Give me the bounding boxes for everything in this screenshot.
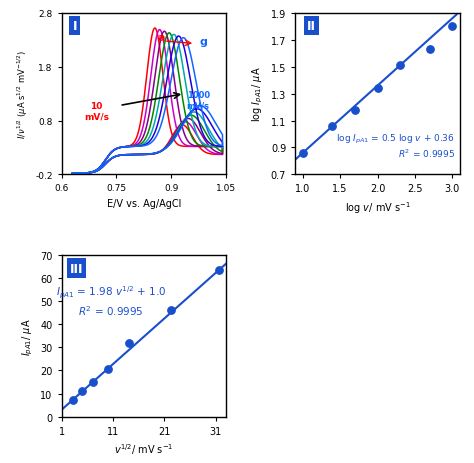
Point xyxy=(104,365,112,373)
Text: log $I_{pA1}$ = 0.5 log $v$ + 0.36
$R^2$ = 0.9995: log $I_{pA1}$ = 0.5 log $v$ + 0.36 $R^2$… xyxy=(336,132,455,160)
Text: I: I xyxy=(73,20,77,33)
Y-axis label: $I/\nu^{1/2}$ ($\mu$A s$^{1/2}$ mV$^{-1/2}$): $I/\nu^{1/2}$ ($\mu$A s$^{1/2}$ mV$^{-1/… xyxy=(15,50,29,139)
Point xyxy=(78,388,86,395)
X-axis label: log $v$/ mV s$^{-1}$: log $v$/ mV s$^{-1}$ xyxy=(345,200,410,215)
Y-axis label: log $I_{pA1}$/ $\mu$A: log $I_{pA1}$/ $\mu$A xyxy=(251,67,265,122)
X-axis label: $v^{1/2}$/ mV s$^{-1}$: $v^{1/2}$/ mV s$^{-1}$ xyxy=(114,441,173,456)
Text: III: III xyxy=(70,262,83,275)
Point xyxy=(396,63,404,70)
Y-axis label: $I_{pA1}$/ $\mu$A: $I_{pA1}$/ $\mu$A xyxy=(20,317,35,355)
Text: $\mathit{I}_{pA1}$ = 1.98 $v^{1/2}$ + 1.0
$R^2$ = 0.9995: $\mathit{I}_{pA1}$ = 1.98 $v^{1/2}$ + 1.… xyxy=(55,285,166,317)
Point xyxy=(351,107,359,114)
X-axis label: E/V vs. Ag/AgCl: E/V vs. Ag/AgCl xyxy=(107,199,181,208)
Point xyxy=(168,307,175,314)
Point xyxy=(328,123,336,131)
Text: a: a xyxy=(157,33,165,43)
Text: g: g xyxy=(200,37,208,47)
Point xyxy=(299,150,307,157)
Text: II: II xyxy=(307,20,316,33)
Point xyxy=(126,339,133,347)
Text: 1000
mV/s: 1000 mV/s xyxy=(187,91,210,110)
Text: 10
mV/s: 10 mV/s xyxy=(84,102,109,121)
Point xyxy=(426,46,434,53)
Point xyxy=(69,396,76,404)
Point xyxy=(448,23,456,30)
Point xyxy=(215,267,223,274)
Point xyxy=(374,85,381,93)
Point xyxy=(89,379,97,386)
